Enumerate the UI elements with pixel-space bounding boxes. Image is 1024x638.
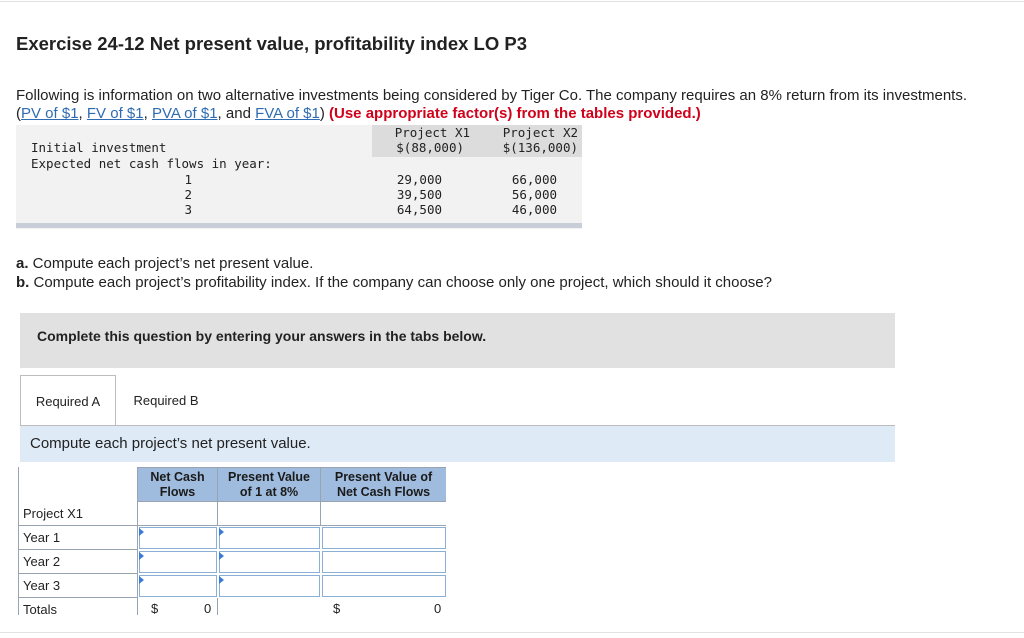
- expected-flows-label: Expected net cash flows in year:: [31, 156, 272, 171]
- question-list: a. Compute each project’s net present va…: [16, 254, 772, 292]
- totals-currency-symbol: $: [151, 601, 159, 615]
- year2-pv-factor-input[interactable]: [219, 551, 320, 573]
- link-pva-of-1[interactable]: PVA of $1: [151, 105, 218, 122]
- total-net-cash-flows: 0: [204, 601, 212, 615]
- row-label-totals: Totals: [19, 598, 138, 615]
- dropdown-marker-icon: [219, 552, 224, 560]
- year3-pv-net-cash-flow-input[interactable]: [322, 575, 446, 597]
- tab-required-a[interactable]: Required A: [20, 375, 116, 426]
- question-a: a. Compute each project’s net present va…: [16, 255, 314, 272]
- x2-flow: 56,000: [511, 187, 557, 202]
- x2-flow: 66,000: [511, 172, 557, 187]
- year1-net-cash-flow-input[interactable]: [139, 527, 217, 549]
- tab-required-b[interactable]: Required B: [133, 392, 199, 408]
- instructions-banner: Complete this question by entering your …: [20, 313, 895, 368]
- x1-flow: 39,500: [396, 187, 442, 202]
- year2-net-cash-flow-input[interactable]: [139, 551, 217, 573]
- year-label: 3: [184, 202, 192, 217]
- link-fv-of-1[interactable]: FV of $1: [86, 105, 144, 122]
- row-label-year-2: Year 2: [19, 550, 138, 574]
- year3-pv-factor-input[interactable]: [219, 575, 320, 597]
- top-divider: [0, 1, 1024, 2]
- factor-instruction: (Use appropriate factor(s) from the tabl…: [329, 105, 701, 122]
- link-pv-of-1[interactable]: PV of $1: [21, 105, 79, 122]
- header-pv-of-1: Present Value of 1 at 8%: [217, 467, 321, 502]
- year1-pv-factor-input[interactable]: [219, 527, 320, 549]
- exercise-intro: Following is information on two alternat…: [16, 87, 968, 122]
- x1-flow: 29,000: [396, 172, 442, 187]
- year-label: 2: [184, 187, 192, 202]
- row-label-year-3: Year 3: [19, 574, 138, 598]
- total-present-value: 0: [434, 601, 442, 615]
- npv-answer-table: Net Cash Flows Present Value of 1 at 8% …: [18, 467, 446, 615]
- tab-instruction: Compute each project’s net present value…: [20, 426, 895, 462]
- year2-pv-net-cash-flow-input[interactable]: [322, 551, 446, 573]
- investment-data-table: Project X1 Project X2 Initial investment…: [16, 125, 582, 229]
- x1-flow: 64,500: [396, 202, 442, 217]
- row-label-project-x1: Project X1: [19, 502, 138, 526]
- dropdown-marker-icon: [139, 576, 144, 584]
- header-net-cash-flows: Net Cash Flows: [137, 467, 218, 502]
- link-fva-of-1[interactable]: FVA of $1: [255, 105, 320, 122]
- bottom-divider: [0, 632, 1024, 633]
- row-label-year-1: Year 1: [19, 526, 138, 550]
- dropdown-marker-icon: [219, 528, 224, 536]
- x2-initial-investment: $(136,000): [502, 140, 578, 155]
- intro-text: Following is information on two alternat…: [16, 87, 968, 122]
- initial-investment-label: Initial investment: [31, 140, 167, 155]
- year1-pv-net-cash-flow-input[interactable]: [322, 527, 446, 549]
- dropdown-marker-icon: [139, 528, 144, 536]
- col-header-x1: Project X1: [394, 125, 470, 140]
- dropdown-marker-icon: [139, 552, 144, 560]
- dropdown-marker-icon: [219, 576, 224, 584]
- year3-net-cash-flow-input[interactable]: [139, 575, 217, 597]
- question-b: b. Compute each project’s profitability …: [16, 274, 772, 291]
- col-header-x2: Project X2: [502, 125, 578, 140]
- totals-currency-symbol: $: [333, 601, 341, 615]
- year-label: 1: [184, 172, 192, 187]
- x1-initial-investment: $(88,000): [396, 140, 464, 155]
- header-pv-net-cash-flows: Present Value of Net Cash Flows: [320, 467, 446, 502]
- exercise-title: Exercise 24-12 Net present value, profit…: [16, 33, 527, 54]
- x2-flow: 46,000: [511, 202, 557, 217]
